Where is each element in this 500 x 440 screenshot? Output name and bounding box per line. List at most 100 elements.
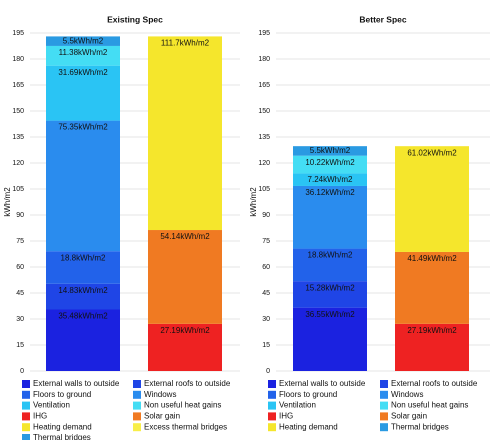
value-label: 18.8kWh/m2 <box>61 253 106 262</box>
value-label: 27.19kWh/m2 <box>407 326 457 335</box>
y-tick-label: 0 <box>20 368 24 375</box>
bar-segment <box>46 120 120 252</box>
legend-swatch <box>268 380 276 388</box>
legend-label: External roofs to outside <box>144 379 231 388</box>
bar-segment <box>46 36 120 46</box>
bar-segment <box>293 281 367 308</box>
y-tick-label: 135 <box>258 134 270 141</box>
legend-swatch <box>380 380 388 388</box>
legend-label: Floors to ground <box>33 390 91 399</box>
legend-swatch <box>22 412 30 421</box>
y-tick-label: 90 <box>16 212 24 219</box>
y-tick-label: 180 <box>12 56 24 63</box>
legend-swatch <box>133 401 141 410</box>
legend-swatch <box>22 390 30 399</box>
legend-swatch <box>133 412 141 421</box>
y-tick-label: 150 <box>258 108 270 115</box>
y-tick-label: 45 <box>262 290 270 297</box>
y-tick-label: 120 <box>12 160 24 167</box>
legend-swatch <box>22 380 30 388</box>
y-tick-label: 105 <box>12 186 24 193</box>
y-tick-label: 15 <box>16 342 24 349</box>
chart-title: Better Spec <box>359 14 407 24</box>
value-label: 61.02kWh/m2 <box>407 148 457 157</box>
value-label: 36.55kWh/m2 <box>305 310 355 319</box>
legend-swatch <box>133 380 141 388</box>
y-tick-label: 90 <box>262 212 270 219</box>
value-label: 41.49kWh/m2 <box>407 254 457 263</box>
y-tick-label: 165 <box>12 82 24 89</box>
bar-segment <box>293 185 367 249</box>
legend-label: IHG <box>279 412 293 421</box>
legend-swatch <box>268 401 276 410</box>
legend-swatch <box>380 423 388 432</box>
value-label: 11.38kWh/m2 <box>59 48 108 57</box>
legend-label: Non useful heat gains <box>144 401 221 410</box>
value-label: 18.8kWh/m2 <box>308 251 353 260</box>
bar-segment <box>293 307 367 371</box>
legend-label: Non useful heat gains <box>391 401 468 410</box>
bar-segment <box>46 283 120 310</box>
y-tick-label: 45 <box>16 290 24 297</box>
y-tick-label: 30 <box>262 316 270 323</box>
y-axis-label: kWh/m2 <box>249 187 258 217</box>
legend-swatch <box>22 423 30 432</box>
legend-label: IHG <box>33 412 47 421</box>
y-tick-label: 60 <box>262 264 270 271</box>
bar-segment <box>46 309 120 371</box>
value-label: 75.35kWh/m2 <box>58 123 108 132</box>
legend-swatch <box>133 390 141 399</box>
value-label: 5.5kWh/m2 <box>310 146 351 155</box>
legend-label: Heating demand <box>279 422 338 431</box>
bar-segment <box>293 248 367 282</box>
legend-swatch <box>268 423 276 432</box>
legend-label: Thermal bridges <box>33 433 91 440</box>
y-tick-label: 75 <box>16 238 24 245</box>
legend-label: Solar gain <box>391 412 427 421</box>
y-tick-label: 195 <box>12 30 24 37</box>
y-tick-label: 15 <box>262 342 270 349</box>
legend-label: External walls to outside <box>33 379 120 388</box>
bar-segment <box>46 45 120 66</box>
y-tick-label: 75 <box>262 238 270 245</box>
value-label: 10.22kWh/m2 <box>305 158 355 167</box>
legend-label: Thermal bridges <box>391 422 449 431</box>
bar-segment <box>148 323 222 371</box>
bar-segment <box>148 36 222 231</box>
bar-segment <box>395 251 469 324</box>
value-label: 31.69kWh/m2 <box>58 68 108 77</box>
bar-segment <box>46 65 120 121</box>
y-tick-label: 60 <box>16 264 24 271</box>
y-tick-label: 135 <box>12 134 24 141</box>
legend-swatch <box>133 423 141 432</box>
bar-segment <box>395 146 469 252</box>
y-axis-label: kWh/m2 <box>3 187 12 217</box>
value-label: 36.12kWh/m2 <box>305 188 355 197</box>
legend-swatch <box>380 401 388 410</box>
chart-title: Existing Spec <box>107 14 163 24</box>
value-label: 35.48kWh/m2 <box>58 312 108 321</box>
bar-segment <box>148 230 222 324</box>
legend-label: Ventilation <box>279 401 316 410</box>
y-tick-label: 165 <box>258 82 270 89</box>
value-label: 15.28kWh/m2 <box>305 283 355 292</box>
y-tick-label: 0 <box>266 368 270 375</box>
value-label: 54.14kWh/m2 <box>160 232 210 241</box>
legend-label: Windows <box>391 390 423 399</box>
y-tick-label: 150 <box>12 108 24 115</box>
legend-swatch <box>268 412 276 421</box>
value-label: 111.7kWh/m2 <box>161 39 210 48</box>
bar-segment <box>395 323 469 371</box>
legend-swatch <box>22 434 30 440</box>
legend-label: Excess thermal bridges <box>144 422 227 431</box>
y-tick-label: 195 <box>258 30 270 37</box>
legend-swatch <box>380 390 388 399</box>
y-tick-label: 120 <box>258 160 270 167</box>
legend-label: Windows <box>144 390 176 399</box>
value-label: 5.5kWh/m2 <box>63 36 104 45</box>
legend-label: External roofs to outside <box>391 379 478 388</box>
legend-swatch <box>268 390 276 399</box>
value-label: 7.24kWh/m2 <box>308 175 353 184</box>
